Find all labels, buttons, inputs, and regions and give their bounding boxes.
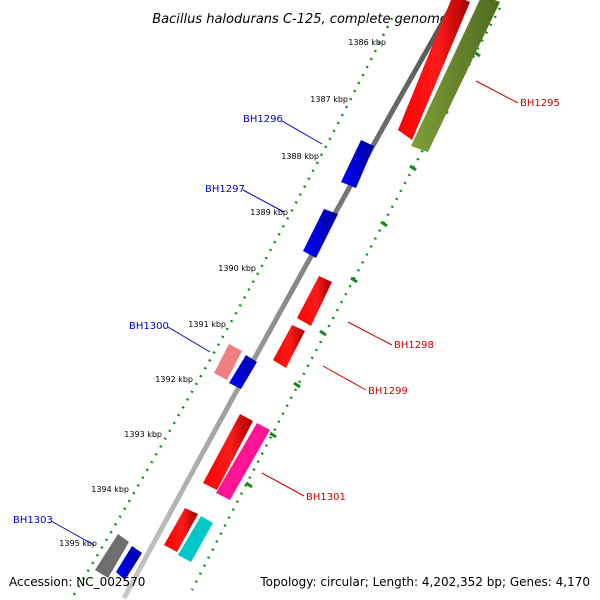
- gene-red-large[interactable]: [203, 414, 253, 490]
- gene-label-BH1298[interactable]: BH1298: [394, 340, 434, 351]
- gene-label-group: BH1296 BH1297 BH1300 BH1303 BH1295 BH129…: [13, 80, 560, 546]
- gene-olive-feature[interactable]: [411, 0, 500, 152]
- gene-label-BH1296[interactable]: BH1296: [243, 114, 283, 125]
- gene-cyan[interactable]: [178, 516, 213, 562]
- kbp-label: 1392 kbp: [155, 375, 193, 384]
- gene-label-BH1297[interactable]: BH1297: [205, 184, 245, 195]
- genome-backbone: [121, 4, 455, 600]
- gene-label-BH1301[interactable]: BH1301: [306, 492, 346, 503]
- gene-BH1299[interactable]: [273, 325, 305, 368]
- kbp-label: 1391 kbp: [188, 320, 226, 329]
- gene-BH1296[interactable]: [341, 140, 374, 188]
- kbp-label: 1393 kbp: [124, 430, 162, 439]
- gene-BH1298[interactable]: [297, 276, 332, 326]
- kbp-label: 1390 kbp: [218, 264, 256, 273]
- inner-tick-track: [70, 17, 394, 599]
- kbp-label: 1394 kbp: [91, 485, 129, 494]
- gene-BH1300[interactable]: [214, 344, 257, 389]
- gene-label-BH1295[interactable]: BH1295: [520, 98, 560, 109]
- gene-BH1295[interactable]: [398, 0, 470, 140]
- gene-label-BH1300[interactable]: BH1300: [129, 321, 169, 332]
- kbp-label: 1387 kbp: [310, 95, 348, 104]
- gene-red-small[interactable]: [164, 508, 198, 552]
- genome-title: Bacillus halodurans C-125, complete geno…: [152, 12, 448, 27]
- kbp-label: 1389 kbp: [250, 208, 288, 217]
- gene-label-BH1299[interactable]: BH1299: [368, 386, 408, 397]
- accession-text: Accession: NC_002570: [9, 575, 145, 589]
- gene-BH1301[interactable]: [216, 423, 270, 500]
- gene-BH1303[interactable]: [95, 534, 142, 580]
- kbp-label: 1388 kbp: [281, 152, 319, 161]
- kbp-scale: 1386 kbp 1387 kbp 1388 kbp 1389 kbp 1390…: [59, 38, 386, 548]
- gene-BH1297[interactable]: [303, 209, 338, 258]
- gene-label-BH1303[interactable]: BH1303: [13, 515, 53, 526]
- kbp-label: 1395 kbp: [59, 539, 97, 548]
- topology-summary: Topology: circular; Length: 4,202,352 bp…: [259, 575, 590, 589]
- kbp-label: 1386 kbp: [348, 38, 386, 47]
